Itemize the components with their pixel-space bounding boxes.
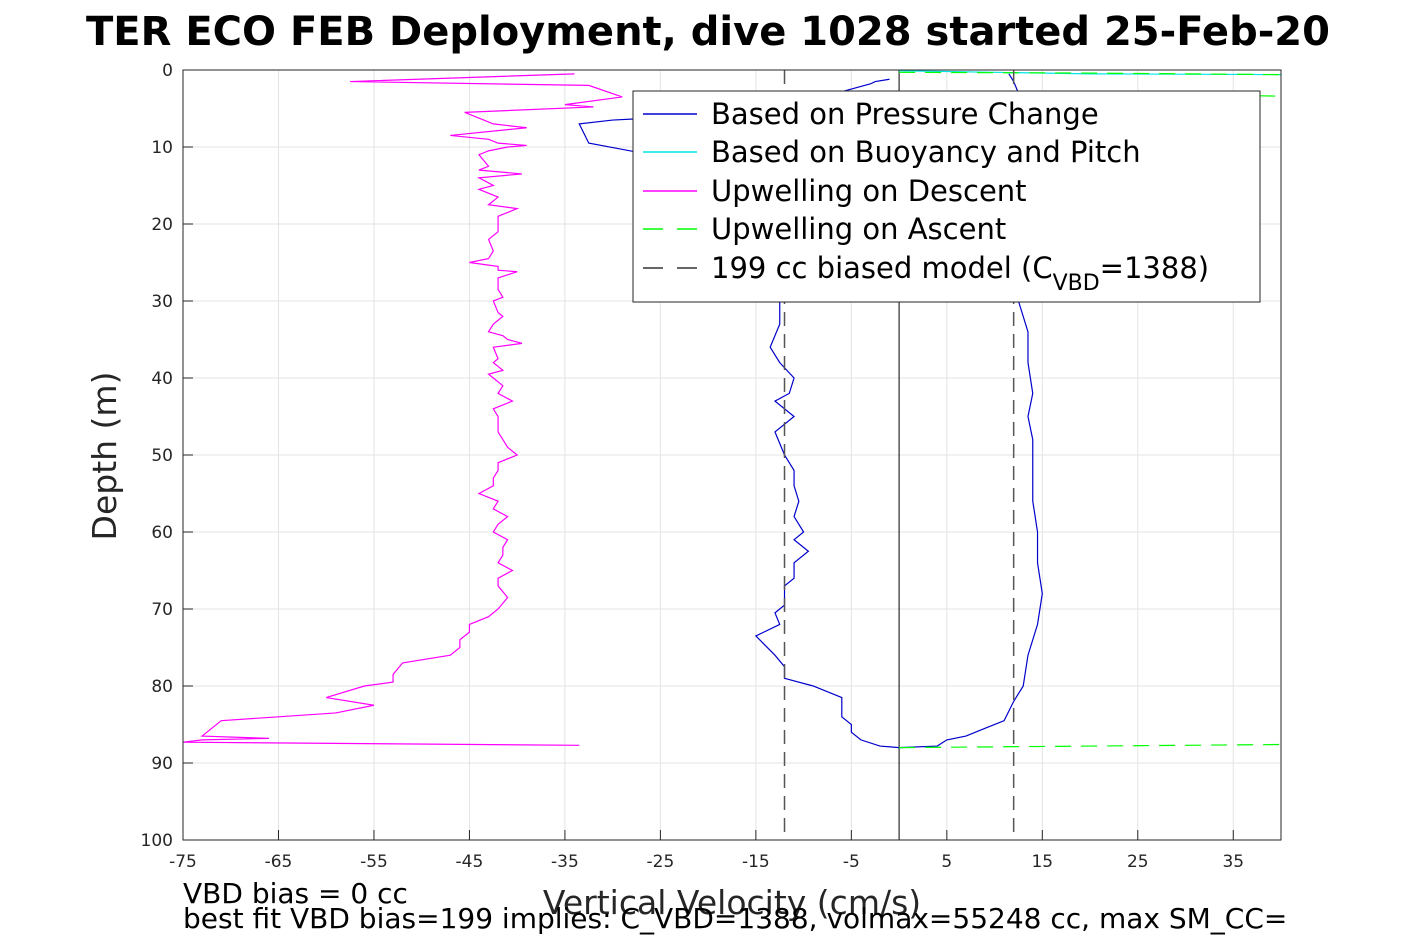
ticks: -75 -65 -55 -45 -35 -25 -15 -5 5 15 25 350102030405… bbox=[141, 61, 1245, 872]
legend-label-1: Based on Buoyancy and Pitch bbox=[711, 135, 1141, 169]
y-axis-label: Depth (m) bbox=[85, 372, 124, 541]
y-tick-label: 10 bbox=[151, 138, 173, 158]
legend: Based on Pressure Change Based on Buoyanc… bbox=[632, 90, 1261, 303]
x-tick-label: -65 bbox=[265, 852, 293, 872]
x-tick-label: 35 bbox=[1222, 852, 1244, 872]
x-tick-label: -15 bbox=[742, 852, 770, 872]
x-tick-label: -35 bbox=[551, 852, 579, 872]
x-tick-label: -55 bbox=[360, 852, 388, 872]
legend-label-4: 199 cc biased model (CVBD=1388) bbox=[711, 251, 1209, 296]
y-tick-label: 70 bbox=[151, 600, 173, 620]
y-tick-label: 40 bbox=[151, 369, 173, 389]
legend-box bbox=[632, 90, 1261, 303]
x-tick-label: 25 bbox=[1127, 852, 1149, 872]
series-upwelling-on-descent bbox=[183, 73, 623, 746]
series-upwelling-on-ascent-segment-1 bbox=[899, 743, 1281, 749]
footer-line-2: best fit VBD bias=199 implies: C_VBD=138… bbox=[183, 902, 1287, 935]
y-tick-label: 100 bbox=[141, 831, 173, 851]
x-tick-label: 5 bbox=[941, 852, 952, 872]
legend-label-2: Upwelling on Descent bbox=[711, 174, 1027, 208]
y-tick-label: 80 bbox=[151, 677, 173, 697]
x-axis-label: Vertical Velocity (cm/s) bbox=[543, 883, 921, 922]
x-tick-label: 15 bbox=[1031, 852, 1053, 872]
legend-label-3: Upwelling on Ascent bbox=[711, 212, 1006, 246]
y-tick-label: 30 bbox=[151, 292, 173, 312]
legend-label-0: Based on Pressure Change bbox=[711, 97, 1099, 131]
series-upwelling-on-ascent-segment-0 bbox=[899, 71, 1281, 76]
x-tick-label: -5 bbox=[843, 852, 860, 872]
y-tick-label: 90 bbox=[151, 754, 173, 774]
x-tick-label: -25 bbox=[647, 852, 675, 872]
y-tick-label: 0 bbox=[162, 61, 173, 81]
y-tick-label: 50 bbox=[151, 446, 173, 466]
x-tick-label: -75 bbox=[169, 852, 197, 872]
y-tick-label: 20 bbox=[151, 215, 173, 235]
footer-line-1: VBD bias = 0 cc bbox=[183, 877, 408, 910]
chart-title: TER ECO FEB Deployment, dive 1028 starte… bbox=[86, 9, 1330, 55]
y-tick-label: 60 bbox=[151, 523, 173, 543]
x-tick-label: -45 bbox=[456, 852, 484, 872]
